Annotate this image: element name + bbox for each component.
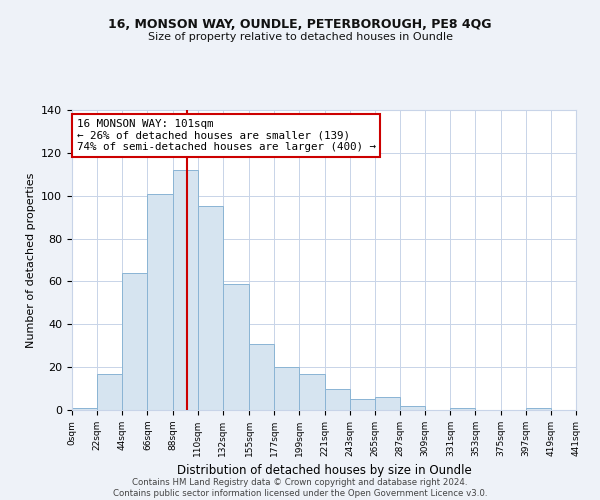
Bar [526, 408, 551, 410]
Text: Size of property relative to detached houses in Oundle: Size of property relative to detached ho… [148, 32, 452, 42]
Text: 16 MONSON WAY: 101sqm
← 26% of detached houses are smaller (139)
74% of semi-det: 16 MONSON WAY: 101sqm ← 26% of detached … [77, 118, 376, 152]
Bar [450, 408, 475, 410]
Text: Contains HM Land Registry data © Crown copyright and database right 2024.
Contai: Contains HM Land Registry data © Crown c… [113, 478, 487, 498]
Bar [350, 400, 375, 410]
Bar [122, 273, 148, 410]
Bar [375, 397, 400, 410]
Bar [223, 284, 249, 410]
Text: 16, MONSON WAY, OUNDLE, PETERBOROUGH, PE8 4QG: 16, MONSON WAY, OUNDLE, PETERBOROUGH, PE… [108, 18, 492, 30]
Bar [198, 206, 223, 410]
Bar [97, 374, 122, 410]
Y-axis label: Number of detached properties: Number of detached properties [26, 172, 35, 348]
Bar [299, 374, 325, 410]
Bar [173, 170, 198, 410]
Bar [400, 406, 425, 410]
X-axis label: Distribution of detached houses by size in Oundle: Distribution of detached houses by size … [176, 464, 472, 477]
Bar [148, 194, 173, 410]
Bar [325, 388, 350, 410]
Bar [249, 344, 274, 410]
Bar [72, 408, 97, 410]
Bar [274, 367, 299, 410]
